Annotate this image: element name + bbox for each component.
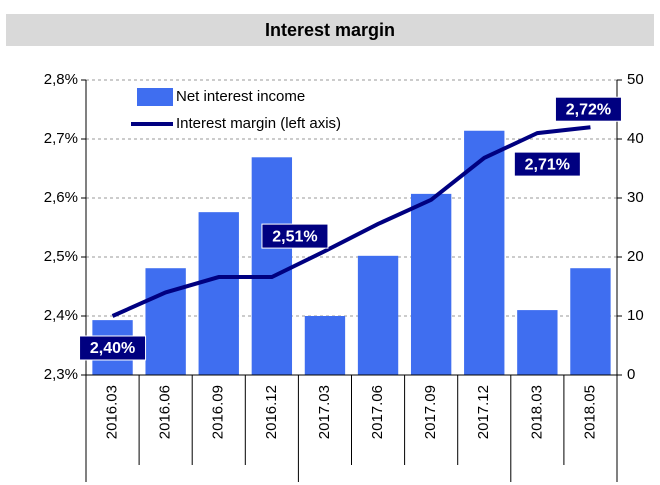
value-label-box — [554, 96, 622, 122]
value-label: 2,72% — [566, 101, 611, 118]
x-tick-label: 2018.03 — [528, 385, 545, 439]
value-label: 2,40% — [90, 340, 135, 357]
x-tick-label: 2016.12 — [263, 385, 280, 439]
x-tick-label: 2017.06 — [369, 385, 386, 439]
x-tick-label: 2017.03 — [316, 385, 333, 439]
y2-tick-label: 30 — [627, 189, 644, 206]
line — [111, 125, 591, 318]
chart-title: Interest margin — [265, 20, 395, 40]
value-label-box — [261, 223, 329, 249]
legend-label: Interest margin (left axis) — [176, 115, 341, 132]
y-tick-label: 2,6% — [44, 189, 78, 206]
value-label-box — [513, 151, 581, 177]
y2-tick-label: 0 — [627, 366, 635, 383]
bar — [357, 255, 399, 375]
bar — [464, 130, 505, 375]
value-label: 2,51% — [272, 228, 317, 245]
y2-tick-label: 40 — [627, 130, 644, 147]
y-tick-label: 2,3% — [44, 366, 78, 383]
y-tick-label: 2,5% — [44, 248, 78, 265]
x-tick-label: 2016.09 — [210, 385, 227, 439]
bar — [410, 193, 452, 375]
bar — [251, 157, 293, 375]
x-tick-label: 2016.06 — [157, 385, 174, 439]
legend-swatch — [137, 88, 173, 106]
bar — [517, 310, 558, 375]
y2-tick-label: 20 — [627, 248, 644, 265]
y2-tick-label: 50 — [627, 71, 644, 88]
y-tick-label: 2,4% — [44, 307, 78, 324]
bar — [570, 268, 611, 375]
y-tick-label: 2,8% — [44, 71, 78, 88]
title-band — [6, 14, 654, 46]
bar — [304, 316, 346, 375]
value-label: 2,71% — [525, 156, 570, 173]
y-tick-label: 2,7% — [44, 130, 78, 147]
x-tick-label: 2016.03 — [104, 385, 121, 439]
y2-tick-label: 10 — [627, 307, 644, 324]
x-tick-label: 2017.12 — [475, 385, 492, 439]
bar — [145, 268, 186, 375]
bar — [198, 212, 239, 375]
x-tick-label: 2017.09 — [422, 385, 439, 439]
x-tick-label: 2018.05 — [581, 385, 598, 439]
legend-label: Net interest income — [176, 88, 305, 105]
value-label-box — [79, 335, 147, 361]
